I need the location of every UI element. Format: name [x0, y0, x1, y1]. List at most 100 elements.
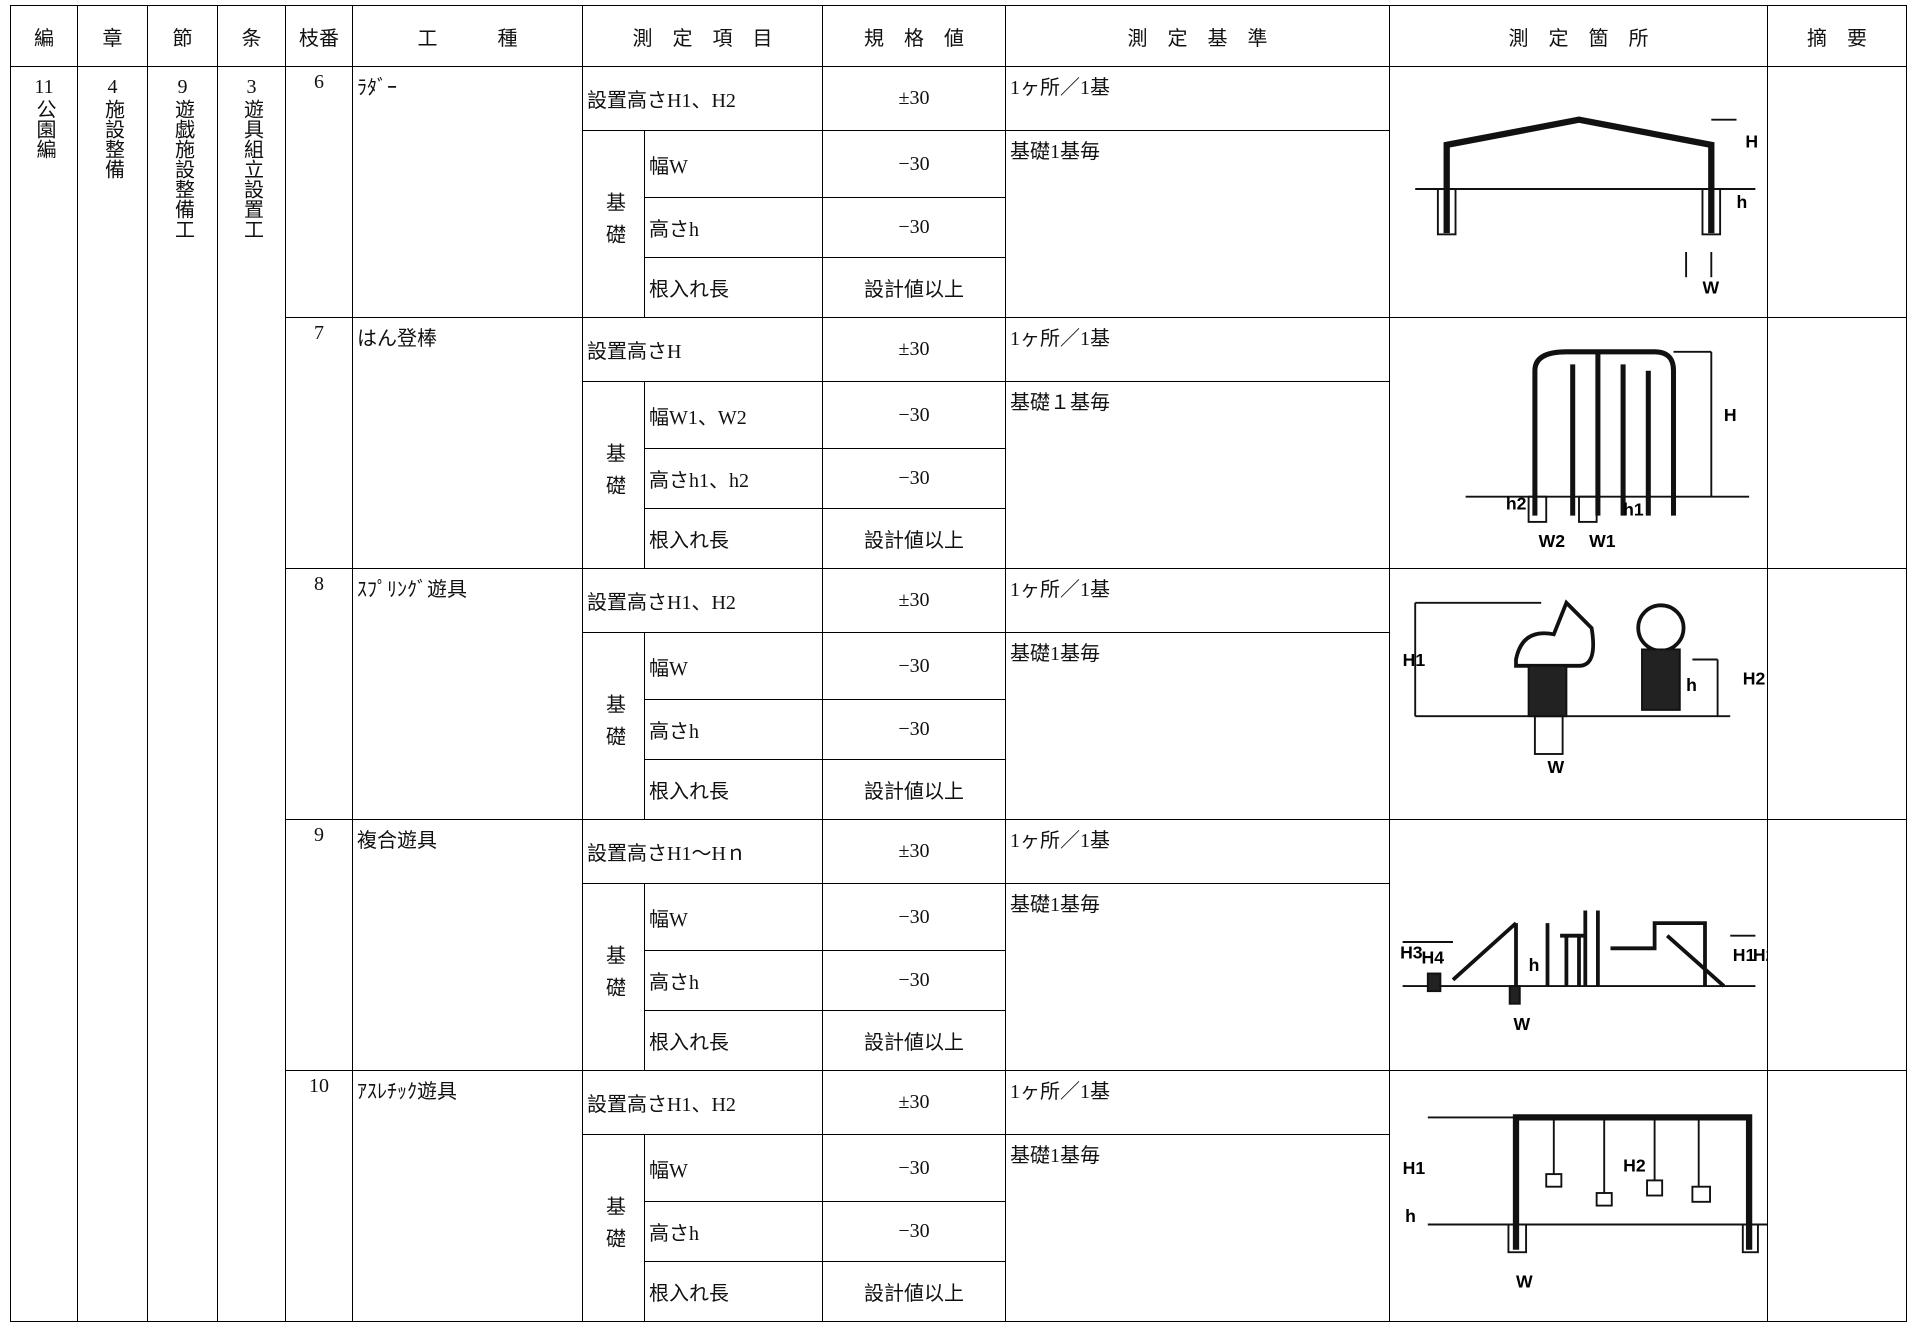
header-cell: 条 — [217, 5, 286, 67]
figure-label: W — [1548, 757, 1565, 777]
header-cell: 枝番 — [285, 5, 353, 67]
foundation-label-cell: 基礎 — [582, 130, 645, 318]
row: 根入れ長 設計値以上 — [11, 508, 1907, 569]
item-name: ｽﾌﾟﾘﾝｸﾞ遊具 — [352, 568, 583, 820]
foundation-label: 基礎 — [602, 443, 625, 507]
measure-item: 高さh — [644, 197, 823, 258]
item-name: ｱｽﾚﾁｯｸ遊具 — [352, 1070, 583, 1322]
figure: H1 H2 h W — [1403, 599, 1766, 777]
criterion: 1ヶ所／1基 — [1005, 66, 1390, 131]
remarks — [1767, 568, 1907, 820]
spec-value: −30 — [822, 632, 1006, 700]
hierarchy-cell: 9 遊戯施設整備工 — [147, 66, 218, 1322]
spec-value: ±30 — [822, 819, 1006, 884]
header-cell: 工 種 — [352, 5, 583, 67]
figure: Hh W — [1415, 116, 1758, 298]
header-cell: 測 定 基 準 — [1005, 5, 1390, 67]
row: 根入れ長 設計値以上 — [11, 257, 1907, 318]
spec-value: −30 — [822, 950, 1006, 1011]
measure-item: 根入れ長 — [644, 257, 823, 318]
criterion: 1ヶ所／1基 — [1005, 317, 1390, 382]
row: 8 ｽﾌﾟﾘﾝｸﾞ遊具 設置高さH1、H2 ±30 1ヶ所／1基 H1 H2 h W — [11, 568, 1907, 820]
header-cell: 章 — [77, 5, 148, 67]
criterion: 1ヶ所／1基 — [1005, 819, 1390, 884]
hierarchy-name: 遊戯施設整備工 — [171, 99, 194, 239]
foundation-label-cell: 基礎 — [582, 1134, 645, 1322]
figure-label: H3 — [1400, 942, 1423, 962]
measure-item: 幅W — [644, 632, 823, 700]
figure: Hh2 h1 W2 W1 — [1465, 349, 1750, 551]
row: 基礎 幅W1、W2 −30 基礎１基毎 — [11, 381, 1907, 569]
criterion: 1ヶ所／1基 — [1005, 1070, 1390, 1135]
figure: H1 h H2 W — [1403, 1114, 1767, 1292]
figure-label: H1 — [1403, 1158, 1426, 1178]
measure-item: 幅W — [644, 883, 823, 951]
spec-value: −30 — [822, 197, 1006, 258]
criterion: 基礎1基毎 — [1005, 883, 1390, 1071]
spec-value: 設計値以上 — [822, 257, 1006, 318]
measure-item: 設置高さH1、H2 — [582, 66, 823, 131]
figure-label: W1 — [1589, 531, 1616, 551]
row: 高さh −30 — [11, 699, 1907, 760]
measure-item: 高さh — [644, 950, 823, 1011]
row: 11 公園編 4 施設整備 9 遊戯施設整備工 3 遊具組立設置工 6 ﾗﾀﾞｰ 設置高さH1、H2… — [10, 66, 1907, 1322]
spec-value: ±30 — [822, 1070, 1006, 1135]
row: 10 ｱｽﾚﾁｯｸ遊具 設置高さH1、H2 ±30 1ヶ所／1基 H1 h H2 W — [11, 1070, 1907, 1322]
criterion: 1ヶ所／1基 — [1005, 568, 1390, 633]
measure-item: 幅W1、W2 — [644, 381, 823, 449]
figure-label: W — [1513, 1014, 1530, 1034]
header-cell: 節 — [147, 5, 218, 67]
measure-item: 高さh — [644, 699, 823, 760]
row: 高さh −30 — [11, 1201, 1907, 1262]
figure-label: h — [1405, 1206, 1416, 1226]
figure-drawing — [1427, 1114, 1767, 1254]
figure-label: H4 — [1422, 947, 1445, 967]
figure-drawing — [1414, 599, 1731, 755]
criterion: 基礎１基毎 — [1005, 381, 1390, 569]
measure-item: 根入れ長 — [644, 1010, 823, 1071]
row: 根入れ長 設計値以上 — [11, 1010, 1907, 1071]
foundation-label-cell: 基礎 — [582, 883, 645, 1071]
hierarchy-number: 9 — [177, 76, 188, 98]
measure-item: 幅W — [644, 1134, 823, 1202]
header-cell: 編 — [10, 5, 78, 67]
figure-label: H2 — [1623, 1156, 1646, 1176]
figure-label: h — [1686, 675, 1697, 695]
item-name: ﾗﾀﾞｰ — [352, 66, 583, 318]
figure-cell: H1 h H2 W — [1389, 1070, 1768, 1322]
hierarchy-cell: 4 施設整備 — [77, 66, 148, 1322]
hierarchy-name: 公園編 — [33, 99, 55, 159]
foundation-label: 基礎 — [602, 694, 625, 758]
figure-label: W2 — [1539, 531, 1566, 551]
figure-label: H2 — [1743, 669, 1766, 689]
measure-item: 設置高さH1、H2 — [582, 1070, 823, 1135]
figure-label: H2 — [1753, 945, 1768, 965]
spec-value: −30 — [822, 381, 1006, 449]
criterion: 基礎1基毎 — [1005, 632, 1390, 820]
remarks — [1767, 317, 1907, 569]
item-number: 9 — [285, 819, 353, 1071]
figure-drawing — [1415, 116, 1756, 278]
measure-item: 設置高さH1、H2 — [582, 568, 823, 633]
spec-value: 設計値以上 — [822, 508, 1006, 569]
item-number: 6 — [285, 66, 353, 318]
foundation-label-cell: 基礎 — [582, 381, 645, 569]
spec-value: −30 — [822, 1201, 1006, 1262]
header-row: 編章節条枝番工 種測 定 項 目規 格 値測 定 基 準測 定 箇 所摘 要 — [10, 5, 1907, 67]
measure-item: 設置高さH — [582, 317, 823, 382]
row: 高さh −30 — [11, 950, 1907, 1011]
spec-value: ±30 — [822, 568, 1006, 633]
figure-cell: H1 H2 h W — [1389, 568, 1768, 820]
figure-label: h — [1529, 955, 1540, 975]
hierarchy-number: 4 — [107, 76, 118, 98]
figure-label: h1 — [1623, 500, 1644, 520]
criterion: 基礎1基毎 — [1005, 130, 1390, 318]
measure-item: 根入れ長 — [644, 759, 823, 820]
row: 高さh −30 — [11, 197, 1907, 258]
foundation-label: 基礎 — [602, 945, 625, 1009]
